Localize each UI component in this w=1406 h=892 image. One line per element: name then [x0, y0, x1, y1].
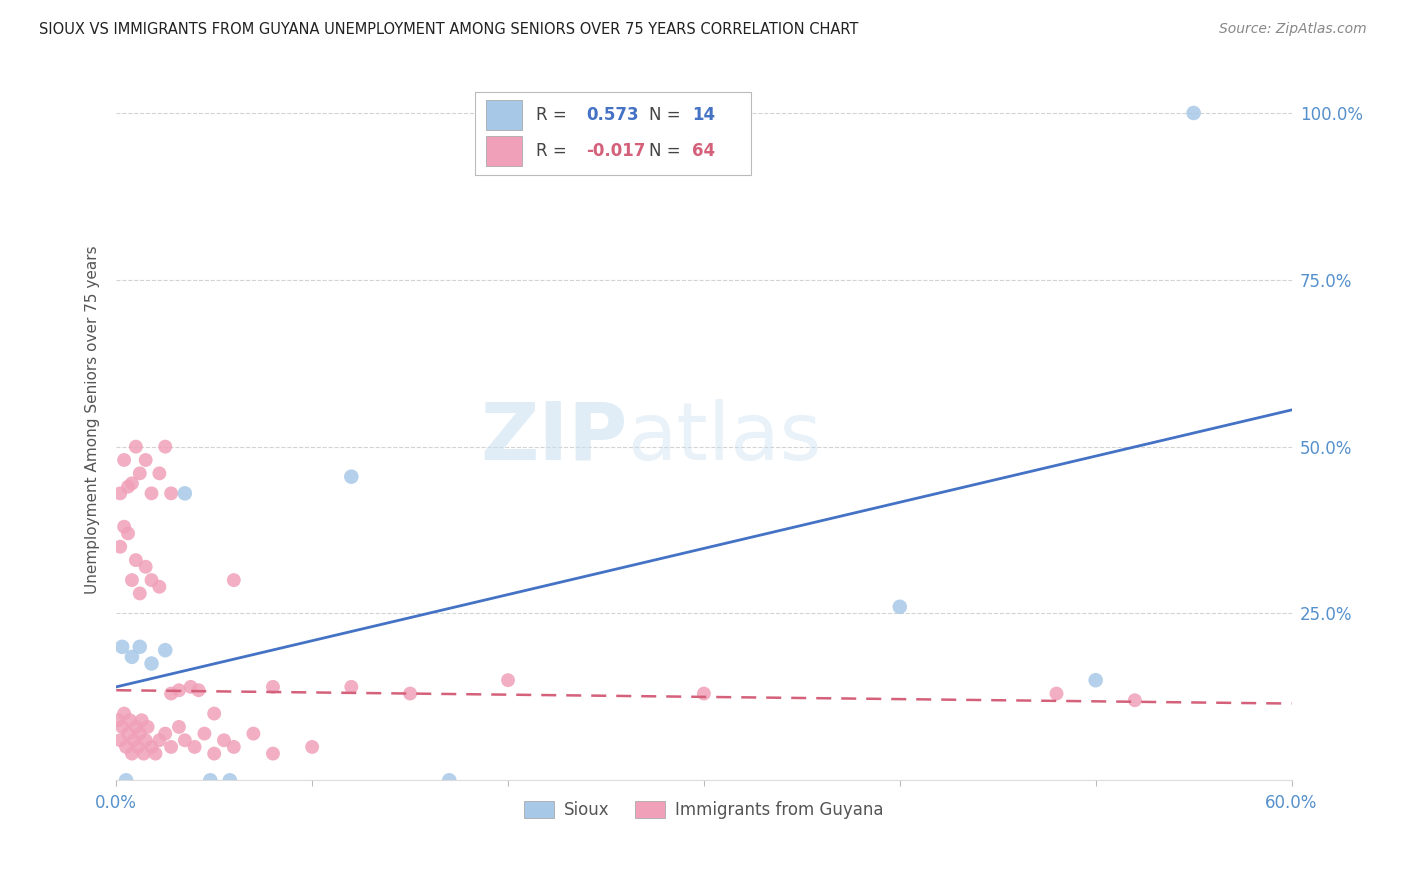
- Point: [183, 739, 205, 754]
- Point: [1084, 673, 1107, 688]
- Legend: Sioux, Immigrants from Guyana: Sioux, Immigrants from Guyana: [517, 795, 890, 826]
- Point: [160, 687, 183, 701]
- Point: [108, 540, 131, 554]
- Text: N =: N =: [648, 106, 686, 124]
- Point: [1123, 693, 1146, 707]
- Point: [128, 640, 150, 654]
- Point: [117, 480, 139, 494]
- Point: [112, 706, 135, 721]
- Point: [173, 486, 195, 500]
- Point: [160, 486, 183, 500]
- Point: [202, 706, 225, 721]
- Point: [135, 453, 157, 467]
- Point: [108, 486, 131, 500]
- Point: [155, 643, 177, 657]
- Point: [135, 733, 157, 747]
- Point: [115, 739, 138, 754]
- Point: [399, 687, 422, 701]
- Point: [117, 526, 139, 541]
- Point: [262, 747, 284, 761]
- Point: [141, 657, 163, 671]
- Point: [693, 687, 716, 701]
- Point: [193, 726, 215, 740]
- Point: [125, 553, 148, 567]
- Point: [121, 573, 143, 587]
- Text: SIOUX VS IMMIGRANTS FROM GUYANA UNEMPLOYMENT AMONG SENIORS OVER 75 YEARS CORRELA: SIOUX VS IMMIGRANTS FROM GUYANA UNEMPLOY…: [39, 22, 859, 37]
- Point: [135, 559, 157, 574]
- Point: [121, 649, 143, 664]
- Point: [136, 720, 159, 734]
- Point: [141, 739, 163, 754]
- Text: R =: R =: [536, 142, 572, 161]
- Point: [187, 683, 209, 698]
- Point: [173, 733, 195, 747]
- Point: [340, 680, 363, 694]
- Point: [301, 739, 323, 754]
- Point: [222, 739, 245, 754]
- Point: [212, 733, 235, 747]
- Point: [111, 640, 134, 654]
- Point: [132, 747, 155, 761]
- Point: [128, 726, 150, 740]
- Point: [340, 469, 363, 483]
- Point: [125, 440, 148, 454]
- Point: [1045, 687, 1067, 701]
- Point: [118, 713, 141, 727]
- Point: [141, 573, 163, 587]
- FancyBboxPatch shape: [475, 92, 751, 175]
- Point: [121, 747, 143, 761]
- Point: [148, 733, 170, 747]
- Point: [439, 773, 461, 788]
- Point: [496, 673, 519, 688]
- Text: R =: R =: [536, 106, 572, 124]
- Point: [242, 726, 264, 740]
- Y-axis label: Unemployment Among Seniors over 75 years: Unemployment Among Seniors over 75 years: [86, 245, 100, 594]
- Text: ZIP: ZIP: [481, 399, 627, 477]
- Point: [1182, 106, 1205, 120]
- Point: [112, 519, 135, 533]
- Point: [125, 720, 148, 734]
- Point: [111, 720, 134, 734]
- Text: -0.017: -0.017: [586, 142, 645, 161]
- Point: [107, 713, 129, 727]
- Point: [131, 713, 153, 727]
- Point: [128, 467, 150, 481]
- Point: [219, 773, 242, 788]
- Text: 64: 64: [692, 142, 716, 161]
- Point: [889, 599, 911, 614]
- Text: 14: 14: [692, 106, 716, 124]
- Point: [128, 586, 150, 600]
- Point: [180, 680, 202, 694]
- Point: [155, 440, 177, 454]
- Point: [117, 726, 139, 740]
- Point: [200, 773, 222, 788]
- Point: [115, 773, 138, 788]
- Point: [202, 747, 225, 761]
- Text: N =: N =: [648, 142, 686, 161]
- Point: [127, 739, 149, 754]
- Point: [121, 476, 143, 491]
- Point: [145, 747, 167, 761]
- Point: [262, 680, 284, 694]
- Point: [122, 733, 145, 747]
- Text: Source: ZipAtlas.com: Source: ZipAtlas.com: [1219, 22, 1367, 37]
- Point: [167, 683, 190, 698]
- Point: [112, 453, 135, 467]
- Point: [108, 733, 131, 747]
- Point: [222, 573, 245, 587]
- Point: [167, 720, 190, 734]
- Text: atlas: atlas: [627, 399, 823, 477]
- Text: 0.573: 0.573: [586, 106, 638, 124]
- Point: [155, 726, 177, 740]
- Point: [141, 486, 163, 500]
- FancyBboxPatch shape: [486, 136, 522, 166]
- Point: [148, 467, 170, 481]
- Point: [148, 580, 170, 594]
- FancyBboxPatch shape: [486, 100, 522, 130]
- Point: [160, 739, 183, 754]
